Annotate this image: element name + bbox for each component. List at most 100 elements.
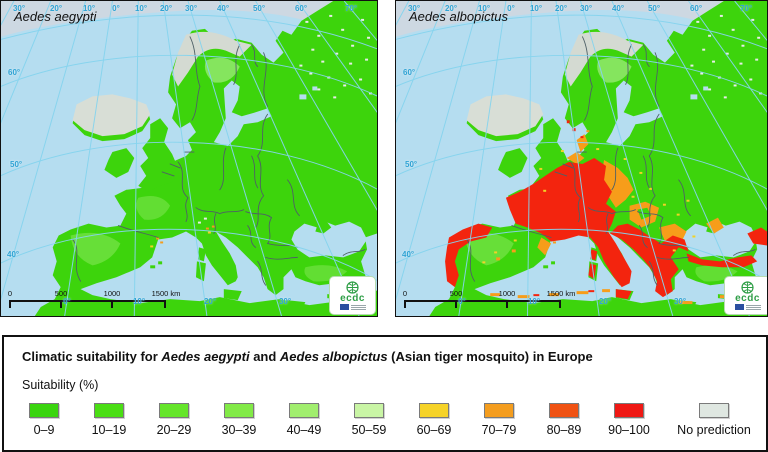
lon-label-top: 30° bbox=[12, 4, 26, 13]
lon-label-top: 0° bbox=[112, 4, 120, 13]
scalebar-tick bbox=[506, 300, 508, 308]
legend-swatch bbox=[354, 403, 384, 418]
scalebar-tick bbox=[455, 300, 457, 308]
ecdc-logo: ecdc bbox=[724, 276, 767, 315]
scalebar-tick bbox=[60, 300, 62, 308]
lon-label-top: 20° bbox=[159, 4, 173, 13]
legend-label: 50–59 bbox=[351, 423, 387, 437]
map-panel-aedes-albopictus: Aedes albopictus 0 500 1000 1500 km ecdc 30… bbox=[395, 0, 768, 317]
ecdc-globe-icon bbox=[346, 280, 359, 294]
legend-label: 10–19 bbox=[91, 423, 127, 437]
legend-label: 20–29 bbox=[156, 423, 192, 437]
lon-label-bottom: 10° bbox=[527, 297, 541, 306]
legend-title-prefix: Climatic suitability for bbox=[22, 349, 162, 364]
legend-item: No prediction bbox=[677, 403, 768, 437]
lat-label-left: 50° bbox=[405, 160, 418, 169]
scalebar-label: 1000 bbox=[498, 289, 516, 298]
lon-label-top: 60° bbox=[689, 4, 703, 13]
legend-item: 10–19 bbox=[92, 403, 174, 437]
legend-label: 0–9 bbox=[33, 423, 55, 437]
legend-label: 30–39 bbox=[221, 423, 257, 437]
lon-label-bottom: 30° bbox=[673, 297, 687, 306]
suitability-map-aegypti bbox=[1, 1, 377, 316]
legend-title-middle: and bbox=[249, 349, 280, 364]
legend-label: 60–69 bbox=[416, 423, 452, 437]
legend-item: 80–89 bbox=[547, 403, 629, 437]
legend-swatch bbox=[159, 403, 189, 418]
ecdc-logo-text: ecdc bbox=[735, 292, 760, 304]
scalebar-tick bbox=[559, 300, 561, 308]
lon-label-top: 40° bbox=[611, 4, 625, 13]
scalebar-tick bbox=[404, 300, 406, 308]
legend-swatch bbox=[224, 403, 254, 418]
legend-label: 90–100 bbox=[608, 423, 650, 437]
lon-label-top: 30° bbox=[579, 4, 593, 13]
map-title: Aedes aegypti bbox=[14, 9, 97, 24]
lon-label-bottom: 30° bbox=[278, 297, 292, 306]
ecdc-globe-icon bbox=[741, 280, 754, 294]
lon-label-bottom: 20° bbox=[203, 297, 217, 306]
suitability-axis-label: Suitability (%) bbox=[22, 378, 99, 392]
scalebar-label: 500 bbox=[449, 289, 463, 298]
legend-swatch bbox=[614, 403, 644, 418]
scalebar-label: 1000 bbox=[103, 289, 121, 298]
lon-label-top: 10° bbox=[134, 4, 148, 13]
legend-item: 70–79 bbox=[482, 403, 564, 437]
legend-label: No prediction bbox=[677, 423, 751, 437]
legend-swatch bbox=[549, 403, 579, 418]
scalebar: 0 500 1000 1500 km bbox=[401, 289, 581, 313]
lon-label-top: 20° bbox=[49, 4, 63, 13]
legend-swatch bbox=[699, 403, 729, 418]
lon-label-top: 50° bbox=[252, 4, 266, 13]
legend-title-suffix: (Asian tiger mosquito) in Europe bbox=[387, 349, 593, 364]
scalebar-tick bbox=[111, 300, 113, 308]
legend-item: 20–29 bbox=[157, 403, 239, 437]
legend-label: 70–79 bbox=[481, 423, 517, 437]
scalebar-line bbox=[404, 300, 561, 302]
legend-title-species1: Aedes aegypti bbox=[161, 349, 250, 364]
scalebar-label: 1500 km bbox=[546, 289, 576, 298]
scalebar-label: 1500 km bbox=[151, 289, 181, 298]
lon-label-top: 30° bbox=[184, 4, 198, 13]
legend-title-species2: Aedes albopictus bbox=[279, 349, 388, 364]
lon-label-top: 70° bbox=[739, 4, 753, 13]
lon-label-top: 10° bbox=[529, 4, 543, 13]
legend-swatch bbox=[484, 403, 514, 418]
scalebar-tick bbox=[9, 300, 11, 308]
legend-items-row: 0–9 10–19 20–29 30–39 40–49 50–59 60–69 70–79 80… bbox=[4, 403, 766, 447]
map-panel-aedes-aegypti: Aedes aegypti 0 500 1000 1500 km ecdc 30° 20… bbox=[0, 0, 378, 317]
scalebar-tick bbox=[164, 300, 166, 308]
scalebar-line bbox=[9, 300, 166, 302]
lon-label-top: 50° bbox=[647, 4, 661, 13]
ecdc-logo-smallprint bbox=[745, 304, 761, 311]
legend-swatch bbox=[94, 403, 124, 418]
lon-label-top: 20° bbox=[554, 4, 568, 13]
lon-label-top: 10° bbox=[477, 4, 491, 13]
legend-item: 90–100 bbox=[608, 403, 694, 437]
legend-panel: Climatic suitability for Aedes aegypti a… bbox=[2, 335, 768, 452]
legend-item: 0–9 bbox=[29, 403, 109, 437]
lon-label-top: 10° bbox=[82, 4, 96, 13]
ecdc-logo-text: ecdc bbox=[340, 292, 365, 304]
eu-flag-icon bbox=[734, 304, 744, 310]
lon-label-top: 30° bbox=[407, 4, 421, 13]
scalebar-label: 0 bbox=[7, 289, 13, 298]
legend-swatch bbox=[29, 403, 59, 418]
lon-label-top: 0° bbox=[507, 4, 515, 13]
lon-label-bottom: 10° bbox=[132, 297, 146, 306]
lat-label-left: 60° bbox=[8, 68, 21, 77]
legend-item: 60–69 bbox=[417, 403, 499, 437]
legend-swatch bbox=[289, 403, 319, 418]
lon-label-bottom: 0° bbox=[63, 297, 71, 306]
lat-label-left: 50° bbox=[10, 160, 23, 169]
lon-label-bottom: 20° bbox=[598, 297, 612, 306]
suitability-map-albopictus bbox=[396, 1, 767, 316]
lon-label-top: 20° bbox=[444, 4, 458, 13]
lat-label-left: 40° bbox=[7, 250, 20, 259]
map-title: Aedes albopictus bbox=[409, 9, 509, 24]
scalebar: 0 500 1000 1500 km bbox=[6, 289, 186, 313]
ecdc-logo: ecdc bbox=[329, 276, 376, 315]
legend-label: 80–89 bbox=[546, 423, 582, 437]
lon-label-bottom: 0° bbox=[458, 297, 466, 306]
